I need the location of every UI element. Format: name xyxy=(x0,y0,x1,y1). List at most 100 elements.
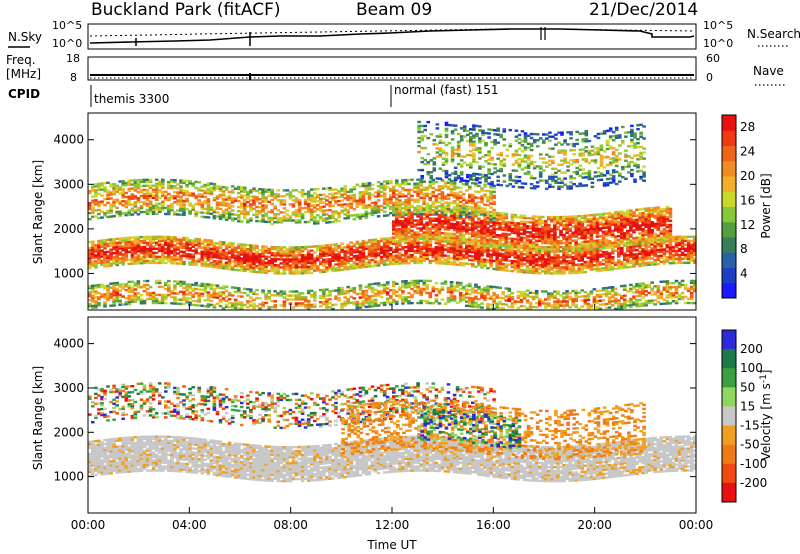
power-echo-cell xyxy=(151,259,156,262)
power-echo-cell xyxy=(477,241,481,244)
power-echo-cell xyxy=(188,212,192,215)
power-echo-cell xyxy=(203,250,208,254)
power-echo-cell xyxy=(130,193,135,196)
power-echo-cell xyxy=(91,209,95,212)
power-echo-cell xyxy=(431,200,436,204)
power-echo-cell xyxy=(465,254,469,257)
power-echo-cell xyxy=(659,224,664,227)
power-echo-cell xyxy=(404,211,408,214)
power-echo-cell xyxy=(404,209,408,212)
power-echo-cell xyxy=(419,237,423,240)
power-echo-cell xyxy=(613,241,618,244)
power-echo-cell xyxy=(313,263,317,266)
power-echo-cell xyxy=(367,265,372,268)
power-echo-cell xyxy=(519,226,524,229)
power-echo-cell xyxy=(252,256,256,259)
power-echo-cell xyxy=(288,195,293,198)
power-echo-cell xyxy=(635,254,639,258)
power-echo-cell xyxy=(407,229,411,232)
power-echo-cell xyxy=(693,243,697,247)
power-echo-cell xyxy=(249,256,253,259)
power-echo-cell xyxy=(547,238,551,241)
power-echo-cell xyxy=(623,226,627,229)
power-echo-cell xyxy=(474,247,478,250)
power-echo-cell xyxy=(167,208,171,212)
power-echo-cell xyxy=(629,251,633,254)
power-echo-cell xyxy=(537,245,542,249)
power-echo-cell xyxy=(376,264,381,267)
power-echo-cell xyxy=(267,261,271,265)
power-echo-cell xyxy=(395,234,399,237)
power-echo-cell xyxy=(294,264,299,267)
power-echo-cell xyxy=(458,229,463,232)
power-echo-cell xyxy=(191,206,195,209)
power-echo-cell xyxy=(294,201,299,204)
power-echo-cell xyxy=(303,259,308,263)
power-echo-cell xyxy=(525,255,530,258)
power-echo-cell xyxy=(261,249,265,252)
power-echo-cell xyxy=(170,237,174,241)
power-echo-cell xyxy=(458,196,463,200)
power-echo-cell xyxy=(218,254,223,258)
power-echo-cell xyxy=(282,272,287,275)
power-echo-cell xyxy=(461,254,466,257)
power-echo-cell xyxy=(109,248,113,251)
power-echo-cell xyxy=(586,236,591,239)
power-echo-cell xyxy=(519,238,524,241)
power-echo-cell xyxy=(404,178,408,182)
power-echo-cell xyxy=(407,245,411,249)
power-echo-cell xyxy=(212,253,217,257)
power-echo-cell xyxy=(650,223,654,226)
power-echo-cell xyxy=(556,222,560,225)
power-echo-cell xyxy=(237,218,241,221)
power-echo-cell xyxy=(240,261,244,264)
power-echo-cell xyxy=(237,259,241,262)
power-echo-cell xyxy=(188,192,192,195)
power-echo-cell xyxy=(513,231,518,235)
power-echo-cell xyxy=(483,222,487,225)
power-echo-cell xyxy=(677,239,682,243)
power-echo-cell xyxy=(541,254,545,257)
power-echo-cell xyxy=(458,263,463,267)
power-echo-cell xyxy=(541,229,545,233)
power-echo-cell xyxy=(124,195,129,199)
power-echo-cell xyxy=(358,260,363,263)
power-echo-cell xyxy=(544,223,548,227)
power-echo-cell xyxy=(227,249,232,253)
power-echo-cell xyxy=(373,254,378,257)
power-echo-cell xyxy=(91,199,95,202)
power-echo-cell xyxy=(115,263,119,267)
power-echo-cell xyxy=(468,185,472,189)
power-echo-cell xyxy=(142,245,147,249)
power-echo-cell xyxy=(623,266,627,269)
power-echo-cell xyxy=(109,242,113,245)
power-echo-cell xyxy=(97,202,101,206)
power-echo-cell xyxy=(534,247,539,251)
power-echo-cell xyxy=(395,183,399,186)
power-echo-cell xyxy=(246,243,250,247)
power-echo-cell xyxy=(440,250,445,253)
power-echo-cell xyxy=(419,247,423,250)
power-echo-cell xyxy=(243,194,247,197)
power-echo-cell xyxy=(127,211,132,215)
power-echo-cell xyxy=(322,244,326,247)
power-echo-cell xyxy=(230,191,235,194)
power-echo-cell xyxy=(610,233,615,236)
power-echo-cell xyxy=(541,256,545,259)
power-echo-cell xyxy=(495,258,499,261)
power-echo-cell xyxy=(197,240,201,243)
power-echo-cell xyxy=(224,202,229,205)
power-echo-cell xyxy=(416,194,420,197)
power-echo-cell xyxy=(629,221,633,224)
power-echo-cell xyxy=(349,251,353,254)
power-echo-cell xyxy=(671,239,676,243)
power-echo-cell xyxy=(133,179,138,182)
power-echo-cell xyxy=(647,255,651,258)
power-echo-cell xyxy=(519,244,524,247)
power-echo-cell xyxy=(580,242,585,246)
power-echo-cell xyxy=(407,188,411,192)
power-echo-cell xyxy=(127,183,132,186)
power-echo-cell xyxy=(629,259,633,263)
power-echo-cell xyxy=(468,197,472,201)
power-echo-cell xyxy=(680,245,685,248)
